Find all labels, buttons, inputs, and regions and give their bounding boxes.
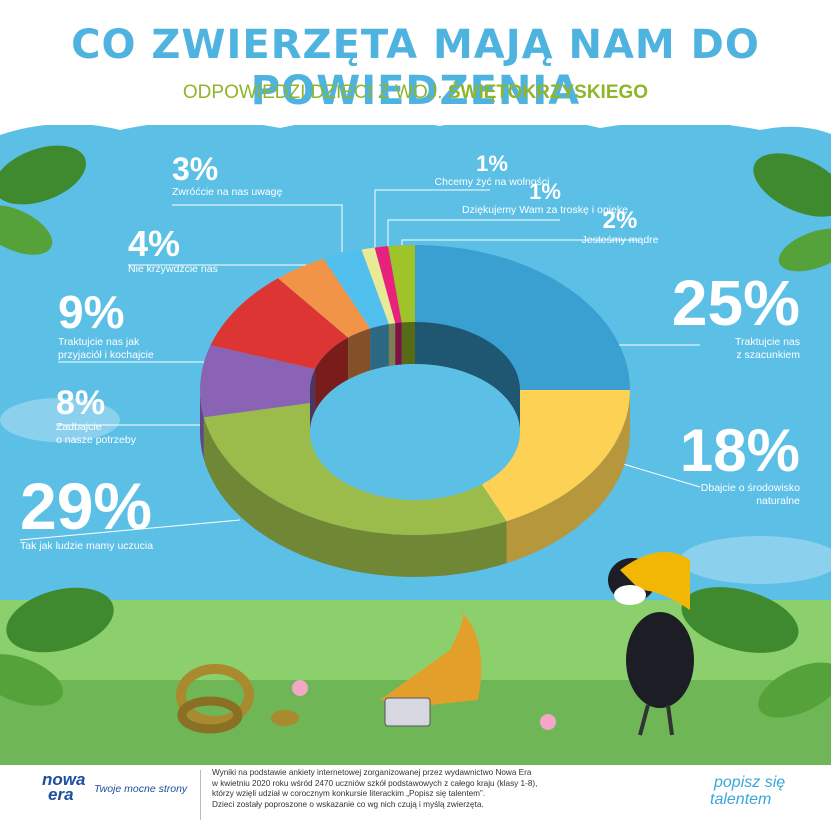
donut-slice-side <box>506 390 630 564</box>
donut-hole-side <box>348 328 371 380</box>
data-label-value: 3% <box>172 151 219 187</box>
donut-slice-side <box>200 390 204 460</box>
label-srodowisko: 18% Dbajcie o środowisko naturalne <box>620 420 800 508</box>
popisz-sie-talentem-logo: popisz się talentem <box>710 774 786 808</box>
data-label-category: z szacunkiem <box>736 349 800 361</box>
data-label-category: Zadbajcie <box>56 421 102 433</box>
data-label-value: 2% <box>602 207 638 234</box>
label-uczucia: 29% Tak jak ludzie mamy uczucia <box>20 472 240 553</box>
flower-icon <box>292 680 308 696</box>
subtitle-prefix: ODPOWIEDZI DZIECI Z WOJ. <box>182 82 443 103</box>
leader-line <box>19 519 241 541</box>
nowa-era-logo: nowa era <box>42 770 86 804</box>
label-wolnosc: 1% Chcemy żyć na wolności <box>372 152 612 189</box>
footer <box>0 765 831 831</box>
data-label-value: 8% <box>56 384 106 422</box>
footer-divider <box>200 770 201 820</box>
label-potrzeby: 8% Zadbajcie o nasze potrzeby <box>56 385 206 447</box>
data-label-category: naturalne <box>756 495 800 507</box>
leader-line <box>387 219 560 250</box>
donut-slice <box>415 245 630 390</box>
toucan-icon <box>608 552 694 736</box>
data-label-value: 25% <box>671 267 800 339</box>
label-uwaga: 3% Zwróćcie na nas uwagę <box>172 152 332 199</box>
subtitle-region: ŚWIĘTOKRZYSKIEGO <box>447 82 649 103</box>
donut-hole-side <box>395 322 402 366</box>
donut-slice <box>459 390 630 522</box>
cloud-shape <box>0 100 831 135</box>
leader-line <box>374 189 490 248</box>
donut-hole-side <box>370 324 389 371</box>
snake-icon <box>176 664 299 734</box>
label-szacunek: 25% Traktujcie nas z szacunkiem <box>620 270 800 362</box>
page-subtitle: ODPOWIEDZI DZIECI Z WOJ. ŚWIĘTOKRZYSKIEG… <box>0 82 831 104</box>
label-madre: 2% Jesteśmy mądre <box>520 208 720 247</box>
donut-slice <box>388 245 415 323</box>
data-label-value: 4% <box>128 223 181 264</box>
data-label-category: Traktujcie nas <box>735 336 800 348</box>
donut-slice <box>210 278 349 369</box>
palm-leaf-icon <box>681 153 831 718</box>
data-label-category: Chcemy żyć na wolności <box>434 176 550 188</box>
label-przyjaciele: 9% Traktujcie nas jak przyjaciół i kocha… <box>58 288 218 362</box>
donut-slice <box>278 258 371 338</box>
data-label-value: 1% <box>529 179 561 204</box>
donut-slice-side <box>203 417 507 577</box>
donut-hole-side <box>388 323 396 367</box>
label-troska: 1% Dziękujemy Wam za troskę i opiekę <box>390 180 700 217</box>
data-label-category: Nie krzywdźcie nas <box>128 263 218 275</box>
leader-line <box>172 204 343 252</box>
donut-hole <box>310 364 520 500</box>
data-label-category: Dziękujemy Wam za troskę i opiekę <box>462 204 628 216</box>
donut-hole-shadow <box>310 322 520 432</box>
flower-icon <box>540 714 556 730</box>
gramophone-horn-icon <box>380 610 482 727</box>
label-nie-krzywdzcie: 4% Nie krzywdźcie nas <box>128 225 288 276</box>
data-label-category: Traktujcie nas jak <box>58 336 140 348</box>
donut-hole-side <box>310 369 316 432</box>
palm-leaf-icon <box>0 145 114 706</box>
donut-slice <box>361 247 396 325</box>
tagline: Twoje mocne strony <box>94 783 188 795</box>
donut-slice <box>323 249 389 329</box>
data-label-category: Jesteśmy mądre <box>581 234 659 246</box>
data-label-category: Dbajcie o środowisko <box>700 482 800 494</box>
donut-hole-side <box>401 322 415 365</box>
data-label-value: 9% <box>58 286 125 338</box>
leader-line <box>609 459 701 488</box>
donut-hole-side <box>315 337 349 411</box>
page-title: CO ZWIERZĘTA MAJĄ NAM DO POWIEDZENIA <box>71 22 760 114</box>
cloud-shape <box>0 398 120 442</box>
cloud-shape <box>680 536 831 584</box>
donut-slice <box>374 246 402 324</box>
donut-slice <box>200 345 316 418</box>
data-label-value: 18% <box>679 417 800 484</box>
data-label-value: 29% <box>20 469 153 543</box>
data-label-category: przyjaciół i kochajcie <box>58 349 154 361</box>
data-label-category: Tak jak ludzie mamy uczucia <box>20 540 154 552</box>
donut-hole-side <box>415 322 520 432</box>
data-label-category: o nasze potrzeby <box>56 434 136 446</box>
data-label-category: Zwróćcie na nas uwagę <box>172 186 283 198</box>
data-label-value: 1% <box>476 151 508 176</box>
survey-note: Wyniki na podstawie ankiety internetowej… <box>212 768 538 809</box>
